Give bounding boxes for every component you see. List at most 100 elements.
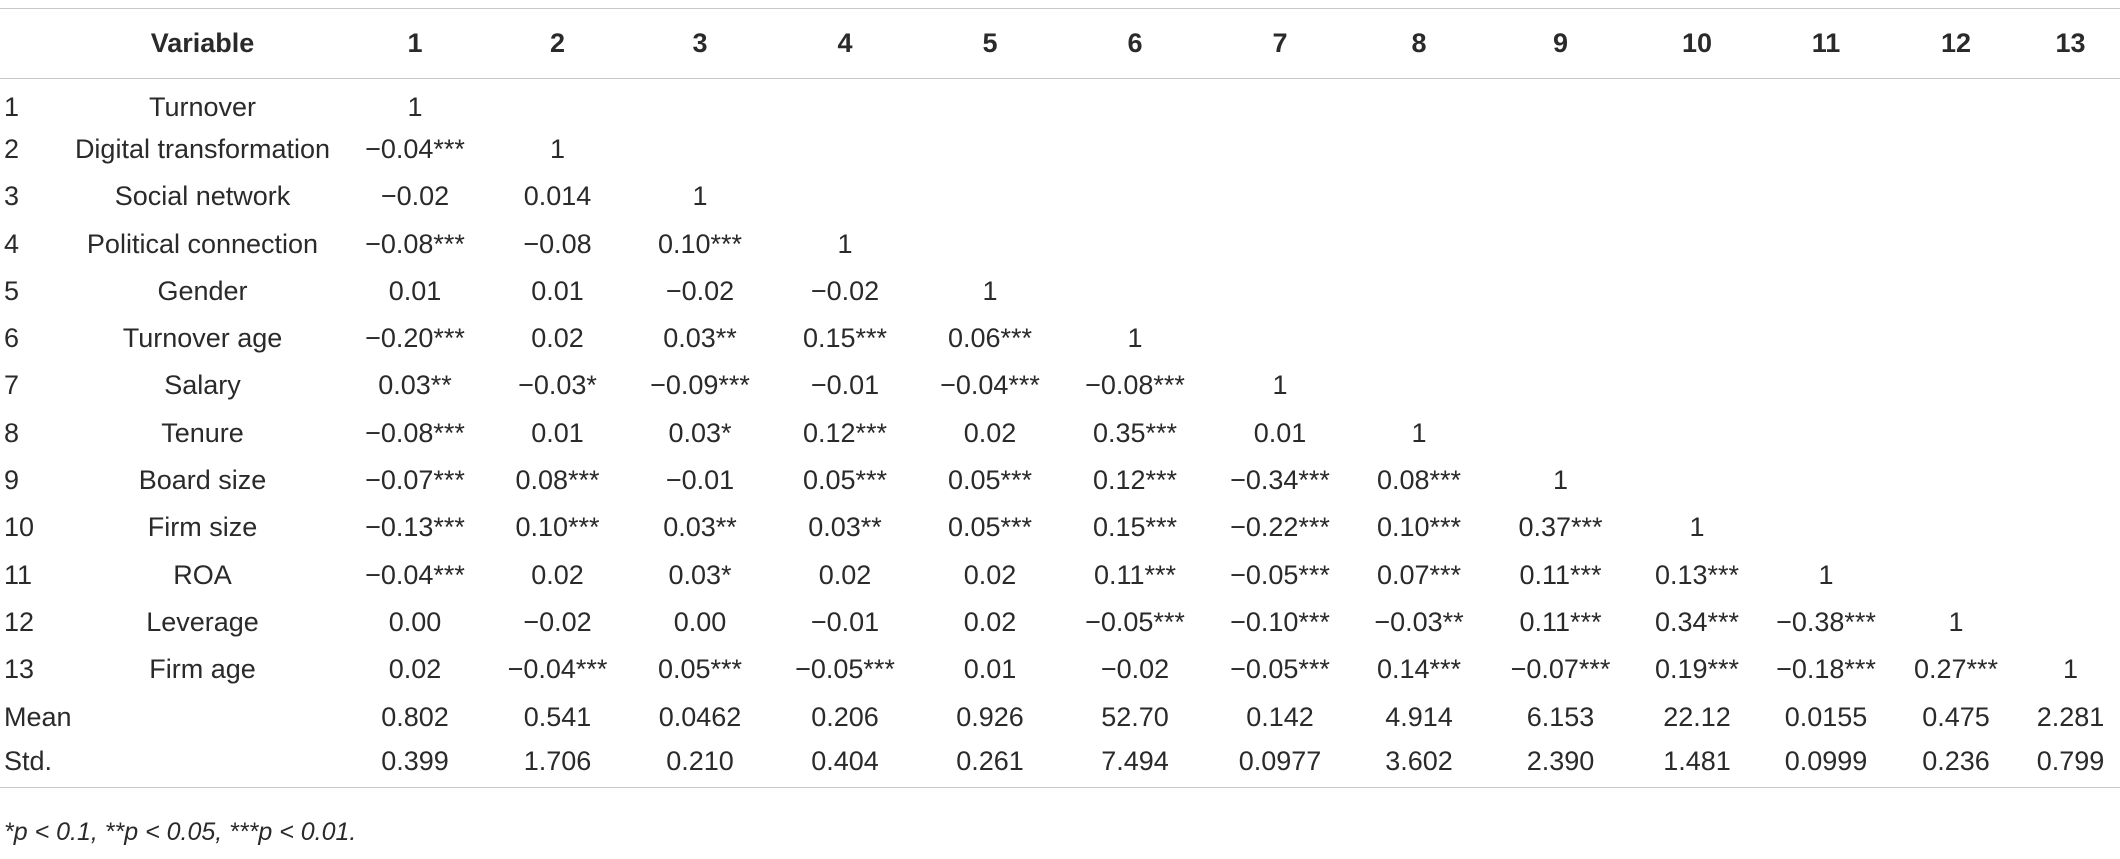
cell-col-7: −0.34***	[1230, 465, 1330, 496]
cell-col-8	[1350, 126, 1488, 173]
cell-col-12	[1891, 79, 2021, 126]
row-variable-name: Political connection	[86, 228, 319, 259]
cell-col-7: −0.05***	[1230, 654, 1330, 685]
cell-col-5	[920, 79, 1060, 126]
header-col-3: 3	[630, 8, 770, 79]
cell-col-1: 0.399	[345, 740, 485, 789]
cell-col-2: 0.08***	[515, 465, 600, 496]
cell-col-4: 0.15***	[802, 323, 888, 354]
cell-col-3: 0.10***	[657, 228, 743, 259]
row-index: 10	[4, 512, 35, 543]
cell-col-2: 1.706	[485, 740, 630, 789]
row-index: 12	[4, 606, 35, 637]
cell-col-12	[1891, 220, 2021, 267]
cell-col-7	[1210, 220, 1350, 267]
cell-col-11: 1	[1818, 559, 1834, 590]
cell-col-2: −0.08	[523, 228, 592, 259]
cell-col-4: 1	[837, 228, 853, 259]
cell-col-10	[1633, 410, 1761, 457]
row-index: 11	[4, 559, 33, 590]
table-row: 5 Gender 0.01 0.01 −0.02 −0.02 1	[0, 268, 2120, 315]
cell-col-11	[1761, 504, 1891, 551]
cell-col-7: 0.142	[1246, 701, 1314, 732]
cell-col-13	[2021, 362, 2120, 409]
table-row: 13 Firm age 0.02 −0.04*** 0.05*** −0.05*** 0.0…	[0, 646, 2120, 693]
cell-col-5: 0.02	[963, 606, 1017, 637]
cell-col-12	[1891, 410, 2021, 457]
cell-col-12	[1891, 315, 2021, 362]
cell-col-12: 1	[1948, 606, 1964, 637]
cell-col-5: 0.06***	[947, 323, 1033, 354]
cell-col-10	[1633, 362, 1761, 409]
cell-col-11: 0.0999	[1761, 740, 1891, 789]
header-index	[0, 8, 60, 79]
cell-col-4: −0.02	[810, 275, 880, 306]
row-index: Mean	[4, 701, 72, 732]
header-variable: Variable	[60, 8, 345, 79]
cell-col-13	[2021, 504, 2120, 551]
cell-col-8: 1	[1411, 417, 1427, 448]
cell-col-6	[1060, 126, 1210, 173]
row-variable-name: Firm size	[147, 512, 258, 543]
cell-col-7: −0.10***	[1230, 606, 1330, 637]
cell-col-4	[770, 79, 920, 126]
cell-col-2: 0.014	[523, 181, 592, 212]
cell-col-8	[1350, 79, 1488, 126]
row-variable-name: Turnover age	[122, 323, 283, 354]
row-variable-name: ROA	[173, 559, 232, 590]
cell-col-10	[1633, 457, 1761, 504]
cell-col-10	[1633, 126, 1761, 173]
cell-col-11	[1761, 315, 1891, 362]
table-row: 3 Social network −0.02 0.014 1	[0, 173, 2120, 220]
cell-col-6: −0.02	[1100, 654, 1170, 685]
table-body: 1 Turnover 1 2 Digital transformation −0.04**…	[0, 79, 2120, 789]
row-index: 6	[4, 323, 20, 354]
row-index: 9	[4, 465, 20, 496]
cell-col-10: 0.13***	[1654, 559, 1740, 590]
row-index: 4	[4, 228, 20, 259]
row-variable-name: Firm age	[149, 654, 256, 685]
cell-col-1: 0.01	[388, 275, 442, 306]
table-row: 8 Tenure −0.08*** 0.01 0.03* 0.12*** 0.02 0.35*…	[0, 410, 2120, 457]
cell-col-10	[1633, 79, 1761, 126]
cell-col-10	[1633, 268, 1761, 315]
cell-col-11: 0.0155	[1784, 701, 1868, 732]
table-row: 11 ROA −0.04*** 0.02 0.03* 0.02 0.02 0.11*** −0.…	[0, 551, 2120, 598]
cell-col-3: 1	[692, 181, 708, 212]
row-variable-name: Digital transformation	[74, 133, 331, 164]
cell-col-7: 1	[1272, 370, 1288, 401]
cell-col-5: −0.04***	[940, 370, 1040, 401]
cell-col-9	[1488, 126, 1633, 173]
cell-col-12	[1891, 457, 2021, 504]
cell-col-3: 0.210	[630, 740, 770, 789]
cell-col-11	[1761, 79, 1891, 126]
cell-col-5: 0.05***	[947, 512, 1033, 543]
cell-col-11	[1761, 126, 1891, 173]
table-row: 6 Turnover age −0.20*** 0.02 0.03** 0.15*** 0.…	[0, 315, 2120, 362]
cell-col-6: 52.70	[1101, 701, 1169, 732]
header-col-4: 4	[770, 8, 920, 79]
cell-col-3: −0.02	[665, 275, 735, 306]
cell-col-1: −0.07***	[365, 465, 465, 496]
cell-col-9	[1488, 268, 1633, 315]
cell-col-8: 0.08***	[1376, 465, 1462, 496]
header-col-7: 7	[1210, 8, 1350, 79]
cell-col-9: 2.390	[1488, 740, 1633, 789]
cell-col-5: 1	[982, 275, 998, 306]
header-col-1: 1	[345, 8, 485, 79]
table-row: Mean 0.802 0.541 0.0462 0.206 0.926 52.70 0.142…	[0, 693, 2120, 740]
cell-col-2: −0.04***	[507, 654, 608, 685]
row-index: 7	[4, 370, 20, 401]
cell-col-8	[1350, 220, 1488, 267]
cell-col-7	[1210, 126, 1350, 173]
cell-col-7	[1210, 315, 1350, 362]
table-row: 1 Turnover 1	[0, 79, 2120, 126]
cell-col-4: −0.01	[810, 606, 880, 637]
cell-col-12	[1891, 504, 2021, 551]
cell-col-1: −0.08***	[365, 417, 465, 448]
cell-col-9	[1488, 79, 1633, 126]
cell-col-5	[920, 173, 1060, 220]
row-variable-name: Social network	[114, 181, 291, 212]
header-row: Variable 1 2 3 4 5 6 7 8 9 10 11 12 13	[0, 8, 2120, 79]
table-row: Std. 0.399 1.706 0.210 0.404 0.261 7.494 0.0977…	[0, 740, 2120, 789]
